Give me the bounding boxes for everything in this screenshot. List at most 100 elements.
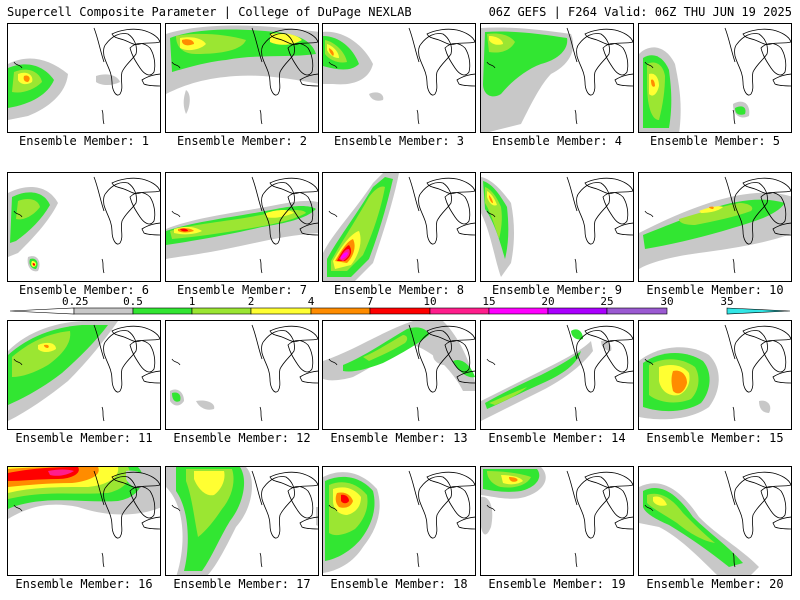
scp-field-4 <box>481 27 633 132</box>
member-map-6 <box>7 172 161 282</box>
scp-contour-fill <box>12 331 71 377</box>
scp-contour-fill <box>759 400 771 413</box>
lake-outline <box>129 192 156 225</box>
map-title: Supercell Composite Parameter | College … <box>7 5 412 19</box>
member-caption: Ensemble Member: 14 <box>488 431 626 445</box>
scp-contour-fill <box>487 191 497 206</box>
scp-field-13 <box>323 321 475 422</box>
lake-outline <box>103 476 137 539</box>
scp-field-12 <box>170 324 318 422</box>
coastline <box>416 552 420 568</box>
member-map-8 <box>322 172 476 282</box>
lake-outline <box>760 486 787 519</box>
lake-outline <box>584 471 633 488</box>
lake-outline <box>418 33 452 96</box>
coastline <box>644 358 654 366</box>
member-map-10 <box>638 172 792 282</box>
lake-outline <box>456 516 475 530</box>
lake-outline <box>287 192 314 225</box>
lake-outline <box>287 486 314 519</box>
member-map-19 <box>480 466 634 576</box>
scp-contour-fill <box>481 496 493 535</box>
lake-outline <box>576 33 610 96</box>
color-scale-swatch <box>547 307 608 315</box>
member-map-17 <box>165 466 319 576</box>
member-caption: Ensemble Member: 9 <box>491 283 623 297</box>
lake-outline <box>287 43 314 76</box>
lake-outline <box>426 471 475 488</box>
coastline <box>416 109 420 125</box>
scp-contour-fill <box>23 75 30 82</box>
scp-contour-fill <box>270 33 302 45</box>
member-caption: Ensemble Member: 12 <box>173 431 311 445</box>
coastline <box>486 210 496 218</box>
coastline <box>644 210 654 218</box>
color-scale-tick-label: 25 <box>600 295 614 308</box>
lake-outline <box>103 330 137 393</box>
lake-outline <box>742 325 791 342</box>
color-scale-swatch <box>132 307 193 315</box>
lake-outline <box>734 476 768 539</box>
lake-outline <box>584 325 633 342</box>
scp-contour-fill <box>196 400 215 410</box>
lake-outline <box>614 73 633 87</box>
member-caption: Ensemble Member: 20 <box>646 577 784 591</box>
scp-contour-fill <box>327 44 339 58</box>
coastline <box>732 258 736 274</box>
lake-outline <box>261 182 295 245</box>
member-caption: Ensemble Member: 15 <box>646 431 784 445</box>
scp-contour-fill <box>369 92 384 101</box>
scp-contour-fill <box>316 507 318 526</box>
coastline <box>724 470 736 506</box>
scp-field-8 <box>323 173 475 281</box>
color-scale-tick-label: 15 <box>482 295 496 308</box>
member-caption: Ensemble Member: 6 <box>18 283 150 297</box>
coastline <box>486 358 496 366</box>
color-scale-tick-label: 35 <box>720 295 734 308</box>
member-map-13 <box>322 320 476 430</box>
scp-contour-fill <box>16 199 40 220</box>
scp-contour-fill <box>341 252 348 259</box>
coastline <box>251 324 263 360</box>
color-scale-tick-label: 10 <box>423 295 437 308</box>
lake-outline <box>269 28 318 45</box>
scp-contour-fill <box>709 206 714 209</box>
scp-contour-fill <box>699 206 723 213</box>
color-scale-swatch <box>429 307 490 315</box>
color-scale-swatch <box>73 307 134 315</box>
coastline <box>724 176 736 212</box>
coastline <box>328 210 338 218</box>
lake-outline <box>426 28 475 45</box>
color-scale-swatch <box>369 307 431 315</box>
lake-outline <box>456 370 475 384</box>
color-scale-swatch <box>726 307 791 315</box>
member-map-1 <box>7 23 161 133</box>
scp-contour-fill <box>341 494 349 504</box>
lake-outline <box>602 486 629 519</box>
member-map-11 <box>7 320 161 430</box>
scp-contour-fill <box>647 493 715 543</box>
color-scale-tick-label: 30 <box>660 295 674 308</box>
member-map-3 <box>322 23 476 133</box>
scp-field-15 <box>639 324 791 422</box>
lake-outline <box>111 325 160 342</box>
lake-outline <box>760 340 787 373</box>
lake-outline <box>734 33 768 96</box>
color-scale-tick-label: 2 <box>247 295 255 308</box>
scp-field-20 <box>639 470 791 575</box>
scp-field-18 <box>323 470 475 573</box>
member-map-9 <box>480 172 634 282</box>
lake-outline <box>261 330 295 393</box>
member-caption: Ensemble Member: 17 <box>173 577 311 591</box>
lake-outline <box>444 192 471 225</box>
lake-outline <box>269 325 318 342</box>
scp-contour-fill <box>182 39 194 46</box>
coastline <box>408 27 420 63</box>
coastline <box>644 504 654 512</box>
coastline <box>566 470 578 506</box>
scp-contour-fill <box>180 228 188 232</box>
scp-contour-fill <box>32 263 36 266</box>
scp-contour-fill <box>323 321 475 391</box>
lake-outline <box>772 370 791 384</box>
coastline <box>724 27 736 63</box>
